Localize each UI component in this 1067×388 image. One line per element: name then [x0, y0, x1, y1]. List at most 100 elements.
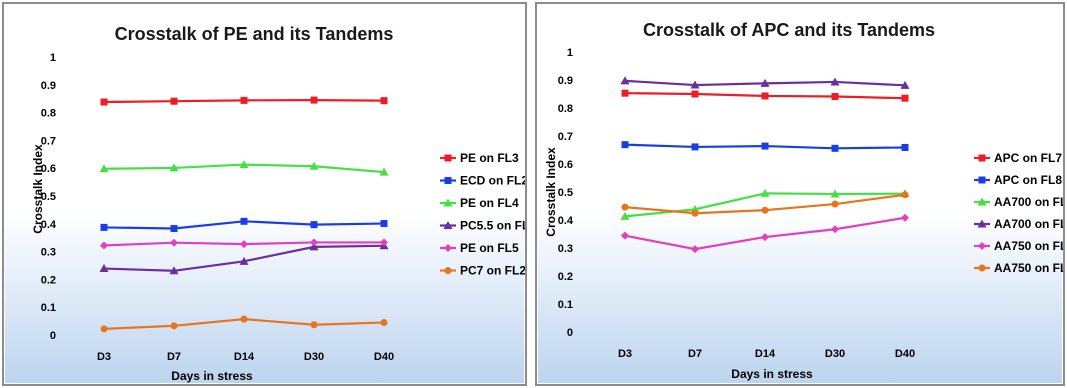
y-tick-label: 0.1	[558, 299, 573, 311]
data-point	[621, 203, 629, 211]
data-point	[170, 322, 178, 330]
legend-label: PC5.5 on FL2	[460, 219, 525, 233]
y-tick-label: 0.2	[558, 271, 573, 283]
x-axis-title: Days in stress	[171, 369, 253, 383]
y-tick-label: 0.1	[41, 302, 56, 314]
data-point	[901, 191, 909, 199]
data-point	[100, 241, 108, 250]
legend-marker	[977, 219, 987, 228]
data-point	[310, 321, 318, 329]
data-point	[690, 80, 700, 89]
data-point	[691, 245, 699, 254]
x-tick-label: D30	[825, 348, 845, 360]
y-tick-label: 1	[50, 52, 56, 64]
legend-marker	[444, 154, 452, 162]
y-tick-label: 0.5	[558, 187, 573, 199]
x-tick-label: D7	[688, 348, 702, 360]
x-tick-label: D30	[304, 351, 324, 363]
data-point	[691, 143, 699, 151]
data-point	[761, 233, 769, 242]
legend-label: PC7 on FL2	[460, 264, 525, 278]
data-point	[620, 76, 630, 85]
plot-area: 0 0.1 0.2 0.3 0.4 0.5 0.6 0.7 0.8 0.9 1 D3 D7 D14 D30 D…	[558, 47, 915, 360]
data-point	[380, 220, 388, 228]
legend-marker	[443, 198, 453, 207]
legend-label: AA750 on FL6	[994, 239, 1063, 253]
data-point	[831, 225, 839, 234]
data-point	[831, 93, 839, 101]
data-point	[309, 161, 319, 170]
data-point	[240, 315, 248, 323]
legend-marker	[444, 244, 452, 252]
data-point	[99, 164, 109, 173]
y-tick-label: 0	[567, 327, 573, 339]
y-tick-label: 0.8	[558, 103, 573, 115]
legend-label: ECD on FL2	[460, 174, 525, 188]
data-point	[170, 238, 178, 247]
legend-marker	[443, 221, 453, 229]
y-tick-label: 0	[50, 330, 56, 342]
y-tick-label: 0.6	[41, 163, 56, 175]
data-point	[621, 231, 629, 240]
data-point	[169, 266, 179, 275]
y-tick-label: 0.3	[41, 247, 56, 259]
data-point	[901, 213, 909, 222]
y-axis-title: Crosstalk Index	[31, 144, 45, 234]
data-point	[901, 143, 909, 151]
data-point	[760, 188, 770, 197]
x-tick-label: D14	[755, 348, 776, 360]
y-tick-label: 0.6	[558, 159, 573, 171]
legend-marker	[978, 242, 986, 250]
data-point	[100, 325, 108, 333]
legend: APC on FL7 APC on FL8 AA700 on FL6 AA700 on…	[974, 151, 1063, 275]
data-point	[239, 256, 249, 265]
legend-marker	[444, 267, 452, 274]
data-point	[170, 97, 178, 105]
data-point	[831, 144, 839, 152]
legend-marker	[978, 154, 986, 162]
legend-label: APC on FL8	[994, 173, 1062, 187]
data-point	[170, 225, 178, 233]
data-point	[99, 264, 109, 273]
chart-background	[5, 5, 524, 383]
x-tick-label: D40	[374, 351, 394, 363]
chart-panel-apc: Crosstalk of APC and its Tandems Crossta…	[535, 2, 1065, 386]
data-point	[691, 90, 699, 98]
data-point	[691, 209, 699, 217]
data-point	[100, 98, 108, 106]
x-tick-label: D14	[234, 351, 255, 363]
legend: PE on FL3 ECD on FL2 PE on FL4 PC5.5 on FL2…	[440, 151, 525, 278]
y-tick-label: 0.2	[41, 274, 56, 286]
data-point	[620, 211, 630, 220]
legend-label: AA700 on FL6	[994, 195, 1063, 209]
data-point	[621, 89, 629, 97]
data-point	[310, 221, 318, 229]
data-point	[239, 160, 249, 169]
data-point	[621, 141, 629, 149]
y-tick-label: 0.9	[41, 80, 56, 92]
legend-label: AA750 on FL7	[994, 261, 1063, 275]
data-point	[310, 238, 318, 247]
y-tick-label: 0.9	[558, 75, 573, 87]
y-tick-label: 0.3	[558, 243, 573, 255]
data-point	[240, 240, 248, 249]
legend-label: AA700 on FL8	[994, 217, 1063, 231]
data-point	[761, 92, 769, 100]
data-point	[380, 318, 388, 326]
legend-label: PE on FL3	[460, 151, 519, 165]
data-point	[380, 238, 388, 247]
chart-svg-apc: Crosstalk of APC and its Tandems Crossta…	[538, 5, 1063, 383]
legend-marker	[978, 176, 986, 184]
legend-label: APC on FL7	[994, 151, 1062, 165]
data-point	[169, 163, 179, 172]
y-axis-title: Crosstalk Index	[544, 147, 558, 237]
legend-marker	[977, 197, 987, 206]
data-point	[100, 223, 108, 231]
data-point	[240, 96, 248, 104]
data-point	[900, 80, 910, 89]
chart-svg-pe: Crosstalk of PE and its Tandems Crosstal…	[5, 5, 525, 383]
y-tick-label: 1	[567, 47, 573, 59]
data-point	[310, 96, 318, 104]
chart-title: Crosstalk of APC and its Tandems	[643, 20, 935, 40]
data-point	[761, 206, 769, 214]
